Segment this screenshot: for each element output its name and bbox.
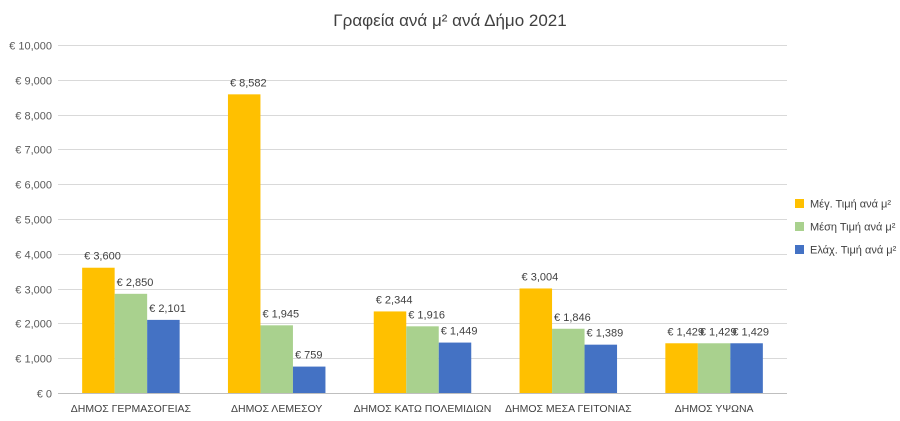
bar	[114, 293, 148, 393]
data-label: € 1,846	[554, 312, 591, 324]
legend: Μέγ. Τιμή ανά μ² Μέση Τιμή ανά μ² Ελάχ. Τι…	[795, 199, 897, 257]
data-label: € 1,429	[732, 326, 769, 338]
category-label: ΔΗΜΟΣ ΥΨΩΝΑ	[675, 403, 754, 415]
bars	[82, 94, 763, 393]
data-label: € 759	[295, 350, 323, 362]
bar	[227, 94, 261, 393]
bar	[519, 288, 553, 393]
legend-swatch	[795, 222, 804, 231]
y-tick-label: € 7,000	[15, 145, 52, 157]
data-label: € 1,429	[700, 326, 737, 338]
data-label: € 2,101	[149, 303, 186, 315]
y-tick-label: € 6,000	[15, 180, 52, 192]
y-tick-label: € 9,000	[15, 76, 52, 88]
bar	[406, 326, 439, 393]
bar	[730, 343, 763, 393]
bar	[552, 328, 585, 393]
bar	[584, 344, 618, 393]
legend-label: Μέγ. Τιμή ανά μ²	[810, 199, 891, 211]
bar	[147, 319, 180, 393]
y-tick-label: € 3,000	[15, 285, 52, 297]
data-label: € 2,850	[117, 277, 154, 289]
data-labels: € 3,600 € 2,850 € 2,101 € 8,582 € 1,945 € 759…	[84, 77, 769, 361]
data-label: € 3,600	[84, 251, 121, 263]
legend-item: Μέση Τιμή ανά μ²	[795, 222, 896, 234]
bar	[292, 366, 326, 393]
y-tick-label: € 10,000	[9, 41, 52, 53]
y-tick-label: € 5,000	[15, 215, 52, 227]
legend-swatch	[795, 245, 804, 254]
legend-swatch	[795, 199, 804, 208]
data-label: € 1,449	[441, 326, 478, 338]
chart-title: Γραφεία ανά μ² ανά Δήμο 2021	[333, 11, 566, 30]
legend-label: Ελάχ. Τιμή ανά μ²	[810, 245, 897, 257]
category-label: ΔΗΜΟΣ ΜΕΣΑ ΓΕΙΤΟΝΙΑΣ	[505, 403, 632, 415]
y-tick-label: € 4,000	[15, 250, 52, 262]
data-label: € 1,916	[408, 309, 445, 321]
x-axis-category-labels: ΔΗΜΟΣ ΓΕΡΜΑΣΟΓΕΙΑΣ ΔΗΜΟΣ ΛΕΜΕΣΟΥ ΔΗΜΟΣ ΚΑΤ…	[71, 403, 754, 415]
bar	[260, 325, 293, 393]
y-axis-tick-labels: € 0 € 1,000 € 2,000 € 3,000 € 4,000 € 5,000 € …	[9, 41, 52, 401]
y-tick-label: € 0	[37, 389, 52, 401]
bar	[665, 343, 698, 393]
bar	[373, 311, 407, 393]
category-label: ΔΗΜΟΣ ΛΕΜΕΣΟΥ	[231, 403, 322, 415]
data-label: € 1,429	[667, 326, 704, 338]
category-label: ΔΗΜΟΣ ΓΕΡΜΑΣΟΓΕΙΑΣ	[71, 403, 192, 415]
bar	[82, 267, 115, 393]
data-label: € 2,344	[376, 294, 413, 306]
data-label: € 1,945	[262, 308, 299, 320]
bar	[438, 342, 472, 393]
data-label: € 8,582	[230, 77, 267, 89]
category-label: ΔΗΜΟΣ ΚΑΤΩ ΠΟΛΕΜΙΔΙΩΝ	[354, 403, 492, 415]
data-label: € 1,389	[587, 328, 624, 340]
y-tick-label: € 1,000	[15, 354, 52, 366]
legend-label: Μέση Τιμή ανά μ²	[810, 222, 896, 234]
y-tick-label: € 8,000	[15, 111, 52, 123]
y-tick-label: € 2,000	[15, 319, 52, 331]
legend-item: Μέγ. Τιμή ανά μ²	[795, 199, 891, 211]
data-label: € 3,004	[522, 271, 559, 283]
bar	[697, 343, 731, 393]
legend-item: Ελάχ. Τιμή ανά μ²	[795, 245, 897, 257]
